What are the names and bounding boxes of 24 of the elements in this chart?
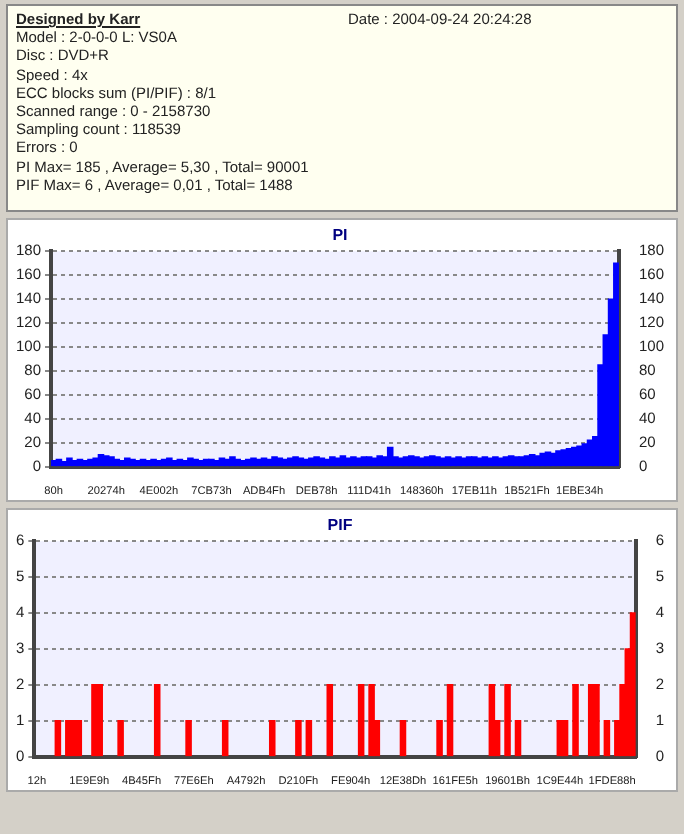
- bar: [54, 720, 62, 757]
- bar: [399, 720, 407, 757]
- bar: [221, 720, 229, 757]
- bar: [153, 684, 161, 757]
- bar: [326, 684, 334, 757]
- bar: [96, 684, 103, 757]
- bar: [603, 720, 611, 757]
- bar: [368, 684, 375, 757]
- bar: [514, 720, 522, 757]
- bar: [185, 720, 192, 757]
- bar: [357, 684, 365, 757]
- bar: [295, 720, 302, 757]
- bar: [593, 684, 600, 757]
- chart-title: PI: [332, 226, 348, 245]
- bar: [75, 720, 83, 757]
- bar: [117, 720, 124, 757]
- bar: [561, 720, 569, 757]
- bar: [504, 684, 511, 757]
- bar: [436, 720, 443, 757]
- bar: [572, 684, 579, 757]
- chart-title: PIF: [327, 516, 353, 535]
- bar: [305, 720, 313, 757]
- bar: [268, 720, 276, 757]
- bar: [446, 684, 454, 757]
